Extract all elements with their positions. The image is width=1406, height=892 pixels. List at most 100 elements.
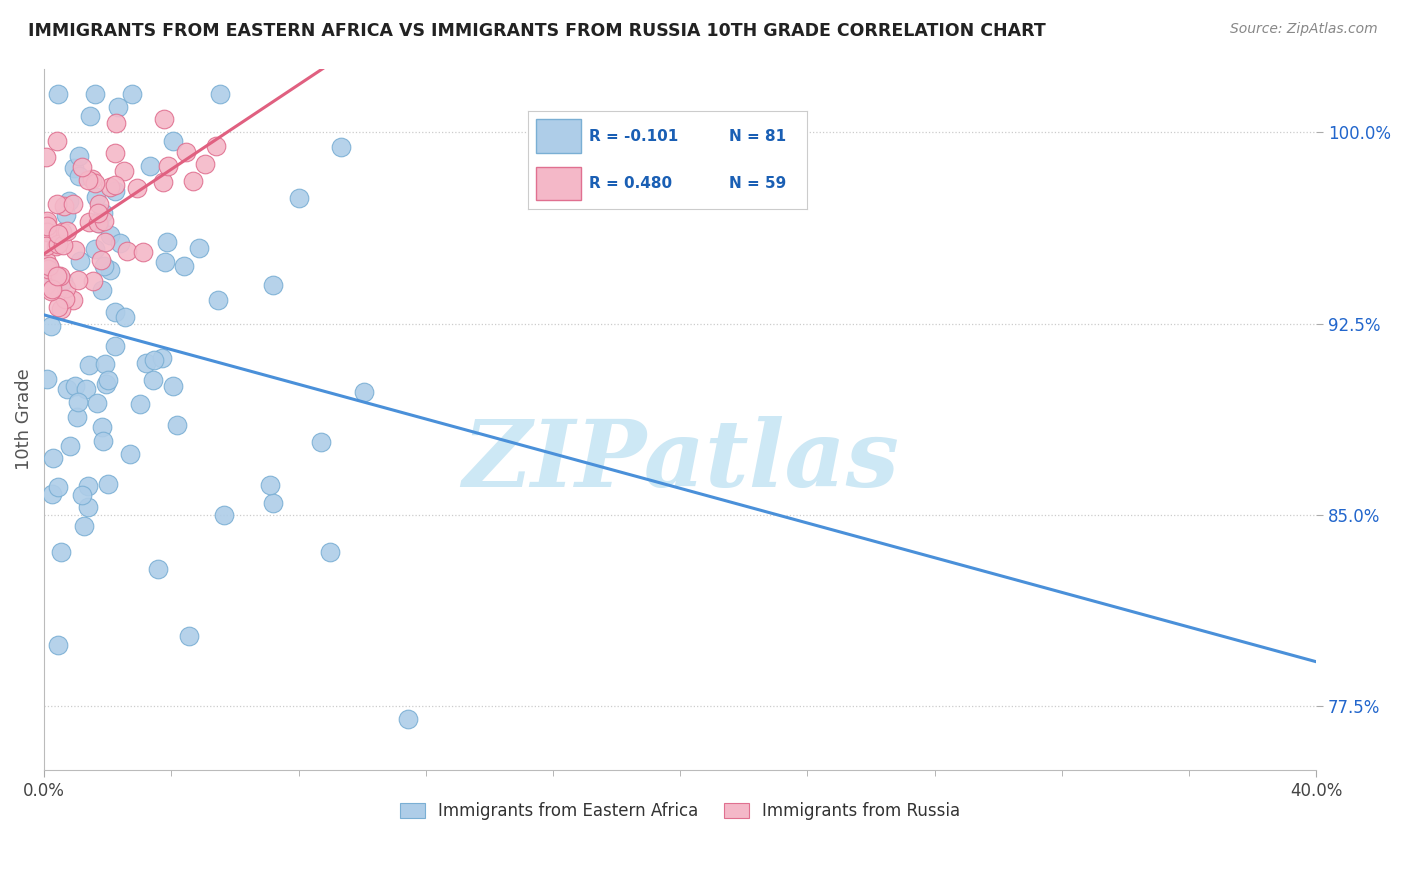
Point bbox=[135, 356, 157, 370]
Point bbox=[39, 267, 62, 281]
Point bbox=[58, 194, 80, 209]
Point bbox=[35, 268, 58, 282]
Point bbox=[84, 87, 107, 101]
Point bbox=[262, 278, 284, 293]
Point bbox=[132, 245, 155, 260]
Point bbox=[91, 206, 114, 220]
Point bbox=[207, 293, 229, 308]
Point bbox=[67, 149, 90, 163]
Point bbox=[52, 274, 75, 288]
Point bbox=[48, 269, 70, 284]
Point bbox=[46, 227, 69, 242]
Point bbox=[75, 383, 97, 397]
Point bbox=[51, 545, 73, 559]
Point bbox=[53, 198, 76, 212]
Point bbox=[56, 382, 79, 396]
Point bbox=[330, 140, 353, 154]
Point bbox=[93, 259, 115, 273]
Point bbox=[73, 519, 96, 533]
Point bbox=[142, 353, 165, 368]
Point bbox=[166, 417, 188, 432]
Point bbox=[138, 159, 160, 173]
Point bbox=[89, 216, 111, 230]
Point bbox=[94, 357, 117, 371]
Point bbox=[42, 451, 65, 466]
Point bbox=[37, 219, 59, 233]
Point bbox=[41, 282, 63, 296]
Point bbox=[97, 373, 120, 387]
Point bbox=[35, 253, 58, 268]
Point bbox=[104, 116, 127, 130]
Point bbox=[56, 224, 79, 238]
Text: ZIPatlas: ZIPatlas bbox=[461, 417, 898, 507]
Point bbox=[90, 419, 112, 434]
Point bbox=[55, 281, 77, 295]
Point bbox=[65, 243, 87, 257]
Point bbox=[49, 302, 72, 317]
Point bbox=[55, 208, 77, 222]
Point bbox=[77, 215, 100, 229]
Point bbox=[62, 197, 84, 211]
Point bbox=[46, 638, 69, 652]
Point bbox=[188, 240, 211, 254]
Text: IMMIGRANTS FROM EASTERN AFRICA VS IMMIGRANTS FROM RUSSIA 10TH GRADE CORRELATION : IMMIGRANTS FROM EASTERN AFRICA VS IMMIGR… bbox=[28, 22, 1046, 40]
Point bbox=[156, 235, 179, 249]
Point bbox=[84, 242, 107, 256]
Point bbox=[59, 440, 82, 454]
Point bbox=[174, 145, 197, 159]
Point bbox=[46, 197, 69, 211]
Point bbox=[142, 372, 165, 386]
Point bbox=[35, 372, 58, 386]
Point bbox=[37, 262, 59, 277]
Point bbox=[208, 87, 231, 101]
Point bbox=[84, 176, 107, 190]
Point bbox=[53, 292, 76, 306]
Point bbox=[108, 235, 131, 250]
Point bbox=[82, 274, 104, 288]
Point bbox=[259, 478, 281, 492]
Point bbox=[79, 109, 101, 123]
Point bbox=[98, 228, 121, 243]
Point bbox=[150, 351, 173, 366]
Point bbox=[67, 273, 90, 287]
Point bbox=[46, 268, 69, 283]
Point bbox=[104, 185, 127, 199]
Point bbox=[46, 269, 69, 284]
Y-axis label: 10th Grade: 10th Grade bbox=[15, 368, 32, 470]
Point bbox=[90, 252, 112, 267]
Point bbox=[181, 174, 204, 188]
Point bbox=[38, 260, 60, 275]
Point bbox=[86, 189, 108, 203]
Point bbox=[204, 139, 226, 153]
Point bbox=[86, 396, 108, 410]
Point bbox=[46, 87, 69, 101]
Point bbox=[37, 225, 59, 239]
Point bbox=[35, 277, 58, 292]
Point bbox=[396, 712, 419, 726]
Point bbox=[46, 480, 69, 494]
Point bbox=[104, 178, 127, 193]
Point bbox=[162, 135, 184, 149]
Point bbox=[35, 213, 58, 227]
Point bbox=[194, 157, 217, 171]
Point bbox=[65, 409, 87, 424]
Point bbox=[129, 397, 152, 411]
Point bbox=[309, 435, 332, 450]
Point bbox=[35, 216, 58, 230]
Point bbox=[112, 164, 135, 178]
Point bbox=[52, 238, 75, 252]
Point bbox=[125, 181, 148, 195]
Point bbox=[94, 376, 117, 391]
Point bbox=[157, 160, 180, 174]
Point bbox=[173, 259, 195, 273]
Point bbox=[70, 160, 93, 174]
Point bbox=[63, 378, 86, 392]
Point bbox=[93, 434, 115, 448]
Point bbox=[67, 169, 90, 183]
Point bbox=[39, 318, 62, 333]
Point bbox=[67, 395, 90, 409]
Point bbox=[104, 305, 127, 319]
Point bbox=[118, 447, 141, 461]
Point bbox=[104, 338, 127, 352]
Point bbox=[100, 263, 122, 277]
